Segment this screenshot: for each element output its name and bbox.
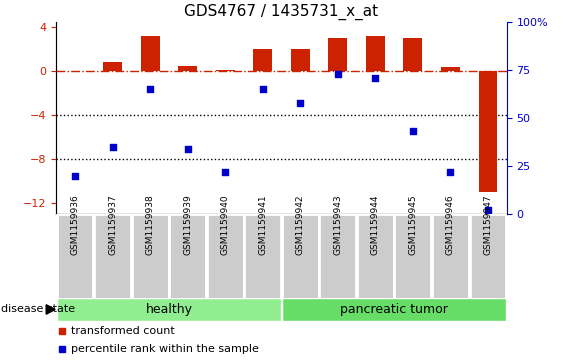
Bar: [479, 71, 497, 192]
Bar: [57, 298, 281, 321]
Bar: [282, 298, 506, 321]
Bar: [57, 214, 93, 299]
Point: [70, 173, 79, 179]
Title: GDS4767 / 1435731_x_at: GDS4767 / 1435731_x_at: [185, 4, 378, 20]
Bar: [169, 214, 206, 299]
Bar: [291, 49, 310, 71]
Point: [408, 129, 417, 134]
Text: GSM1159937: GSM1159937: [108, 194, 117, 255]
Text: GSM1159938: GSM1159938: [146, 194, 155, 255]
Bar: [282, 214, 319, 299]
Bar: [404, 38, 422, 71]
Text: disease state: disease state: [1, 305, 75, 314]
Point: [484, 207, 493, 213]
Text: GSM1159940: GSM1159940: [221, 195, 230, 255]
Text: GSM1159947: GSM1159947: [484, 195, 493, 255]
Bar: [103, 62, 122, 71]
Point: [446, 169, 455, 175]
Bar: [216, 70, 235, 71]
Bar: [141, 36, 159, 71]
Point: [183, 146, 192, 152]
Point: [221, 169, 230, 175]
Bar: [94, 214, 131, 299]
Text: GSM1159943: GSM1159943: [333, 195, 342, 255]
Text: GSM1159936: GSM1159936: [70, 194, 79, 255]
Bar: [328, 38, 347, 71]
Bar: [432, 214, 469, 299]
Text: percentile rank within the sample: percentile rank within the sample: [71, 343, 259, 354]
Bar: [207, 214, 244, 299]
Point: [146, 86, 155, 92]
Bar: [178, 66, 197, 71]
Point: [108, 144, 117, 150]
Text: GSM1159944: GSM1159944: [371, 195, 380, 255]
Text: GSM1159941: GSM1159941: [258, 195, 267, 255]
Bar: [366, 36, 385, 71]
Bar: [244, 214, 281, 299]
Text: GSM1159945: GSM1159945: [408, 195, 417, 255]
Text: GSM1159942: GSM1159942: [296, 195, 305, 255]
Text: GSM1159939: GSM1159939: [183, 194, 192, 255]
Bar: [253, 49, 272, 71]
Text: healthy: healthy: [145, 303, 193, 316]
Text: pancreatic tumor: pancreatic tumor: [340, 303, 448, 316]
Polygon shape: [46, 305, 55, 314]
Text: transformed count: transformed count: [71, 326, 175, 336]
Bar: [319, 214, 356, 299]
Bar: [357, 214, 394, 299]
Bar: [395, 214, 431, 299]
Point: [296, 100, 305, 106]
Bar: [470, 214, 506, 299]
Bar: [441, 67, 460, 71]
Point: [258, 86, 267, 92]
Point: [333, 71, 342, 77]
Text: GSM1159946: GSM1159946: [446, 195, 455, 255]
Point: [371, 75, 380, 81]
Bar: [132, 214, 168, 299]
